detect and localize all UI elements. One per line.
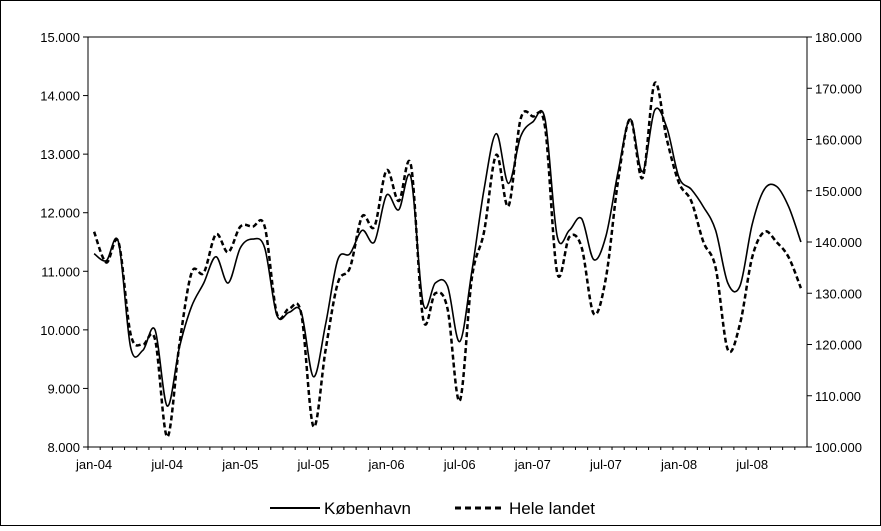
- x-tick-label: jan-05: [221, 457, 258, 472]
- x-tick-label: jul-05: [297, 457, 330, 472]
- left-tick-label: 10.000: [40, 323, 80, 338]
- left-tick-label: 11.000: [41, 264, 80, 279]
- right-tick-label: 120.000: [815, 338, 862, 353]
- series-layer: [92, 81, 803, 439]
- left-tick-label: 12.000: [40, 206, 80, 221]
- x-tick-label: jul-04: [150, 457, 183, 472]
- right-tick-label: 100.000: [815, 440, 862, 455]
- x-tick-label: jan-07: [514, 457, 551, 472]
- x-tick-label: jul-07: [589, 457, 622, 472]
- right-tick-label: 130.000: [815, 286, 862, 301]
- legend-label-kobenhavn: København: [324, 499, 411, 518]
- left-tick-label: 9.000: [47, 381, 80, 396]
- legend-label-hele-landet: Hele landet: [509, 499, 595, 518]
- right-y-axis: 100.000 110.000 120.000 130.000 140.000 150.0…: [807, 30, 862, 455]
- x-tick-label: jul-06: [443, 457, 476, 472]
- series-line-hele-landet: [92, 81, 803, 439]
- series-line-kobenhavn: [93, 107, 802, 407]
- x-tick-label: jan-08: [660, 457, 697, 472]
- right-tick-label: 150.000: [815, 184, 862, 199]
- legend: København Hele landet: [270, 499, 595, 518]
- right-tick-label: 170.000: [815, 81, 862, 96]
- x-tick-label: jan-06: [367, 457, 404, 472]
- x-axis: jan-04 jul-04 jan-05 jul-05 jan-06 jul-06 jan-…: [75, 447, 796, 472]
- right-tick-label: 110.000: [815, 389, 861, 404]
- left-tick-label: 15.000: [40, 30, 80, 45]
- left-tick-label: 13.000: [40, 147, 80, 162]
- right-tick-label: 160.000: [815, 133, 862, 148]
- right-tick-label: 140.000: [815, 235, 862, 250]
- x-tick-label: jan-04: [75, 457, 112, 472]
- left-tick-label: 8.000: [47, 440, 80, 455]
- x-tick-label: jul-08: [735, 457, 768, 472]
- left-y-axis: 8.000 9.000 10.000 11.000 12.000 13.000 14.000…: [40, 30, 88, 455]
- right-tick-label: 180.000: [815, 30, 862, 45]
- left-tick-label: 14.000: [40, 89, 80, 104]
